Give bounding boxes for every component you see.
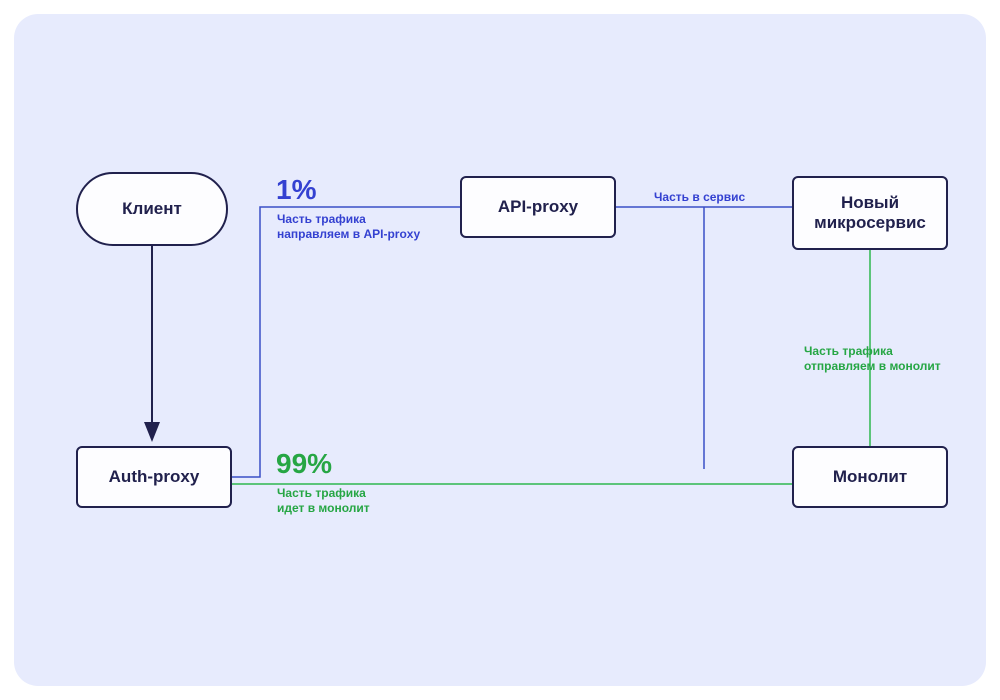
node-mono: Монолит (792, 446, 948, 508)
node-micro: Новый микросервис (792, 176, 948, 250)
edge-auth_to_api (232, 207, 460, 477)
diagram-canvas: Клиент Auth-proxy API-proxy Новый микросерв… (14, 14, 986, 686)
node-auth: Auth-proxy (76, 446, 232, 508)
label-pct99: 99% (276, 446, 332, 481)
label-pct99_sub: Часть трафика идет в монолит (277, 486, 370, 516)
label-pct1_sub: Часть трафика направляем в API-proxy (277, 212, 420, 242)
label-to_service: Часть в сервис (654, 190, 745, 205)
label-pct1: 1% (276, 172, 316, 207)
node-client: Клиент (76, 172, 228, 246)
label-to_mono_sub: Часть трафика отправляем в монолит (804, 344, 941, 374)
node-api: API-proxy (460, 176, 616, 238)
